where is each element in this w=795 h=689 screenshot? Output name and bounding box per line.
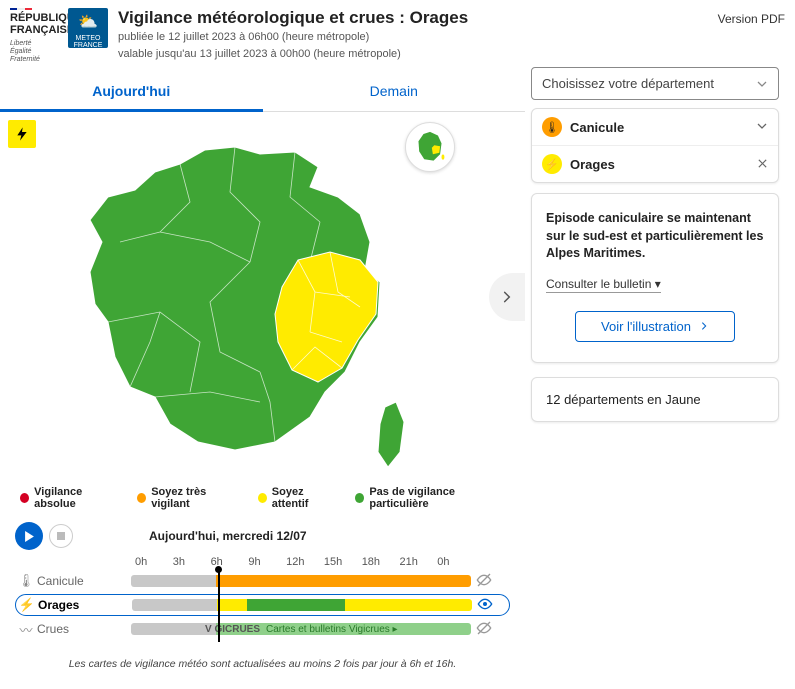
flag-icon bbox=[10, 8, 32, 10]
valid-until: valable jusqu'au 13 juillet 2023 à 00h00… bbox=[118, 47, 708, 61]
france-map[interactable] bbox=[60, 142, 420, 482]
published-date: publiée le 12 juillet 2023 à 06h00 (heur… bbox=[118, 30, 708, 44]
chevron-down-icon bbox=[756, 78, 768, 90]
day-tabs: Aujourd'hui Demain bbox=[0, 73, 525, 112]
header: RÉPUBLIQUE FRANÇAISE Liberté Égalité Fra… bbox=[0, 0, 795, 67]
meteo-france-logo: METEO FRANCE bbox=[68, 8, 108, 48]
alert-label: Canicule bbox=[570, 120, 624, 135]
rf-title: RÉPUBLIQUE FRANÇAISE bbox=[10, 12, 62, 36]
timeline: Aujourd'hui, mercredi 12/07 0h3h6h9h12h1… bbox=[0, 518, 525, 650]
hazard-icon: 🌡 bbox=[15, 573, 37, 589]
legend-item: Soyez très vigilant bbox=[137, 486, 240, 510]
play-button[interactable] bbox=[15, 522, 43, 550]
play-icon bbox=[24, 531, 35, 542]
timeline-row[interactable]: 🌡Canicule bbox=[15, 570, 510, 592]
legend-item: Soyez attentif bbox=[258, 486, 338, 510]
timeline-row-label: Crues bbox=[37, 622, 131, 636]
legend-label: Soyez attentif bbox=[272, 486, 337, 510]
bulletin-text: Episode caniculaire se maintenant sur le… bbox=[546, 210, 764, 263]
hazard-icon: ⚡ bbox=[16, 597, 38, 613]
chevron-right-icon bbox=[500, 290, 514, 304]
active-alerts-card: 🌡 Canicule ⚡ Orages bbox=[531, 108, 779, 183]
alert-badge-icon: ⚡ bbox=[542, 154, 562, 174]
legend: Vigilance absolue Soyez très vigilant Soye… bbox=[0, 482, 525, 518]
legend-item: Pas de vigilance particulière bbox=[355, 486, 505, 510]
chevron-down-icon[interactable] bbox=[756, 120, 768, 135]
stop-icon bbox=[57, 532, 65, 540]
department-count-card: 12 départements en Jaune bbox=[531, 377, 779, 422]
timeline-cursor[interactable] bbox=[218, 570, 220, 642]
department-select[interactable]: Choisissez votre département bbox=[531, 67, 779, 100]
map-area bbox=[0, 112, 525, 482]
alert-row[interactable]: ⚡ Orages bbox=[532, 145, 778, 182]
eye-off-icon[interactable] bbox=[471, 572, 497, 591]
legend-item: Vigilance absolue bbox=[20, 486, 119, 510]
timeline-title: Aujourd'hui, mercredi 12/07 bbox=[149, 529, 307, 543]
hazard-icon: 〰 bbox=[15, 620, 37, 639]
logos: RÉPUBLIQUE FRANÇAISE Liberté Égalité Fra… bbox=[10, 8, 108, 63]
timeline-row-label: Canicule bbox=[37, 574, 131, 588]
legend-label: Vigilance absolue bbox=[34, 486, 119, 510]
pdf-link[interactable]: Version PDF bbox=[718, 8, 785, 26]
chevron-right-icon bbox=[699, 321, 709, 331]
legend-dot bbox=[258, 493, 267, 503]
tab-tomorrow[interactable]: Demain bbox=[263, 73, 526, 112]
selected-hazard-chip[interactable] bbox=[8, 120, 36, 148]
alert-label: Orages bbox=[570, 157, 615, 172]
tab-today[interactable]: Aujourd'hui bbox=[0, 73, 263, 112]
stop-button[interactable] bbox=[49, 524, 73, 548]
timeline-bar: V GICRUESCartes et bulletins Vigicrues ▸ bbox=[131, 623, 471, 635]
map-next-button[interactable] bbox=[489, 273, 525, 321]
illustration-button[interactable]: Voir l'illustration bbox=[575, 311, 735, 342]
legend-dot bbox=[355, 493, 364, 503]
timeline-row[interactable]: ⚡Orages bbox=[15, 594, 510, 616]
department-select-placeholder: Choisissez votre département bbox=[542, 76, 714, 91]
title-block: Vigilance météorologique et crues : Orag… bbox=[118, 8, 708, 61]
vigicrues-link[interactable]: V GICRUESCartes et bulletins Vigicrues ▸ bbox=[201, 623, 398, 635]
timeline-row[interactable]: 〰Crues V GICRUESCartes et bulletins Vigic… bbox=[15, 618, 510, 640]
left-column: Aujourd'hui Demain bbox=[0, 67, 525, 678]
republique-francaise-logo: RÉPUBLIQUE FRANÇAISE Liberté Égalité Fra… bbox=[10, 8, 62, 63]
timeline-bar bbox=[131, 575, 471, 587]
eye-off-icon[interactable] bbox=[471, 620, 497, 639]
rf-motto: Liberté Égalité Fraternité bbox=[10, 40, 62, 63]
alert-row[interactable]: 🌡 Canicule bbox=[532, 109, 778, 145]
legend-dot bbox=[20, 493, 29, 503]
footnote: Les cartes de vigilance météo sont actua… bbox=[0, 650, 525, 678]
legend-label: Pas de vigilance particulière bbox=[369, 486, 505, 510]
timeline-hours: 0h3h6h9h12h15h18h21h0h bbox=[135, 556, 475, 568]
alert-badge-icon: 🌡 bbox=[542, 117, 562, 137]
right-column: Choisissez votre département 🌡 Canicule ⚡ O… bbox=[525, 67, 785, 678]
timeline-bar bbox=[132, 599, 472, 611]
lightning-icon bbox=[14, 126, 30, 142]
legend-dot bbox=[137, 493, 146, 503]
page-title: Vigilance météorologique et crues : Orag… bbox=[118, 8, 708, 28]
consult-bulletin-link[interactable]: Consulter le bulletin ▾ bbox=[546, 277, 661, 293]
close-icon[interactable] bbox=[757, 157, 768, 172]
bulletin-card: Episode caniculaire se maintenant sur le… bbox=[531, 193, 779, 363]
legend-label: Soyez très vigilant bbox=[151, 486, 239, 510]
illustration-button-label: Voir l'illustration bbox=[601, 319, 691, 334]
timeline-row-label: Orages bbox=[38, 598, 132, 612]
eye-icon[interactable] bbox=[472, 596, 498, 615]
